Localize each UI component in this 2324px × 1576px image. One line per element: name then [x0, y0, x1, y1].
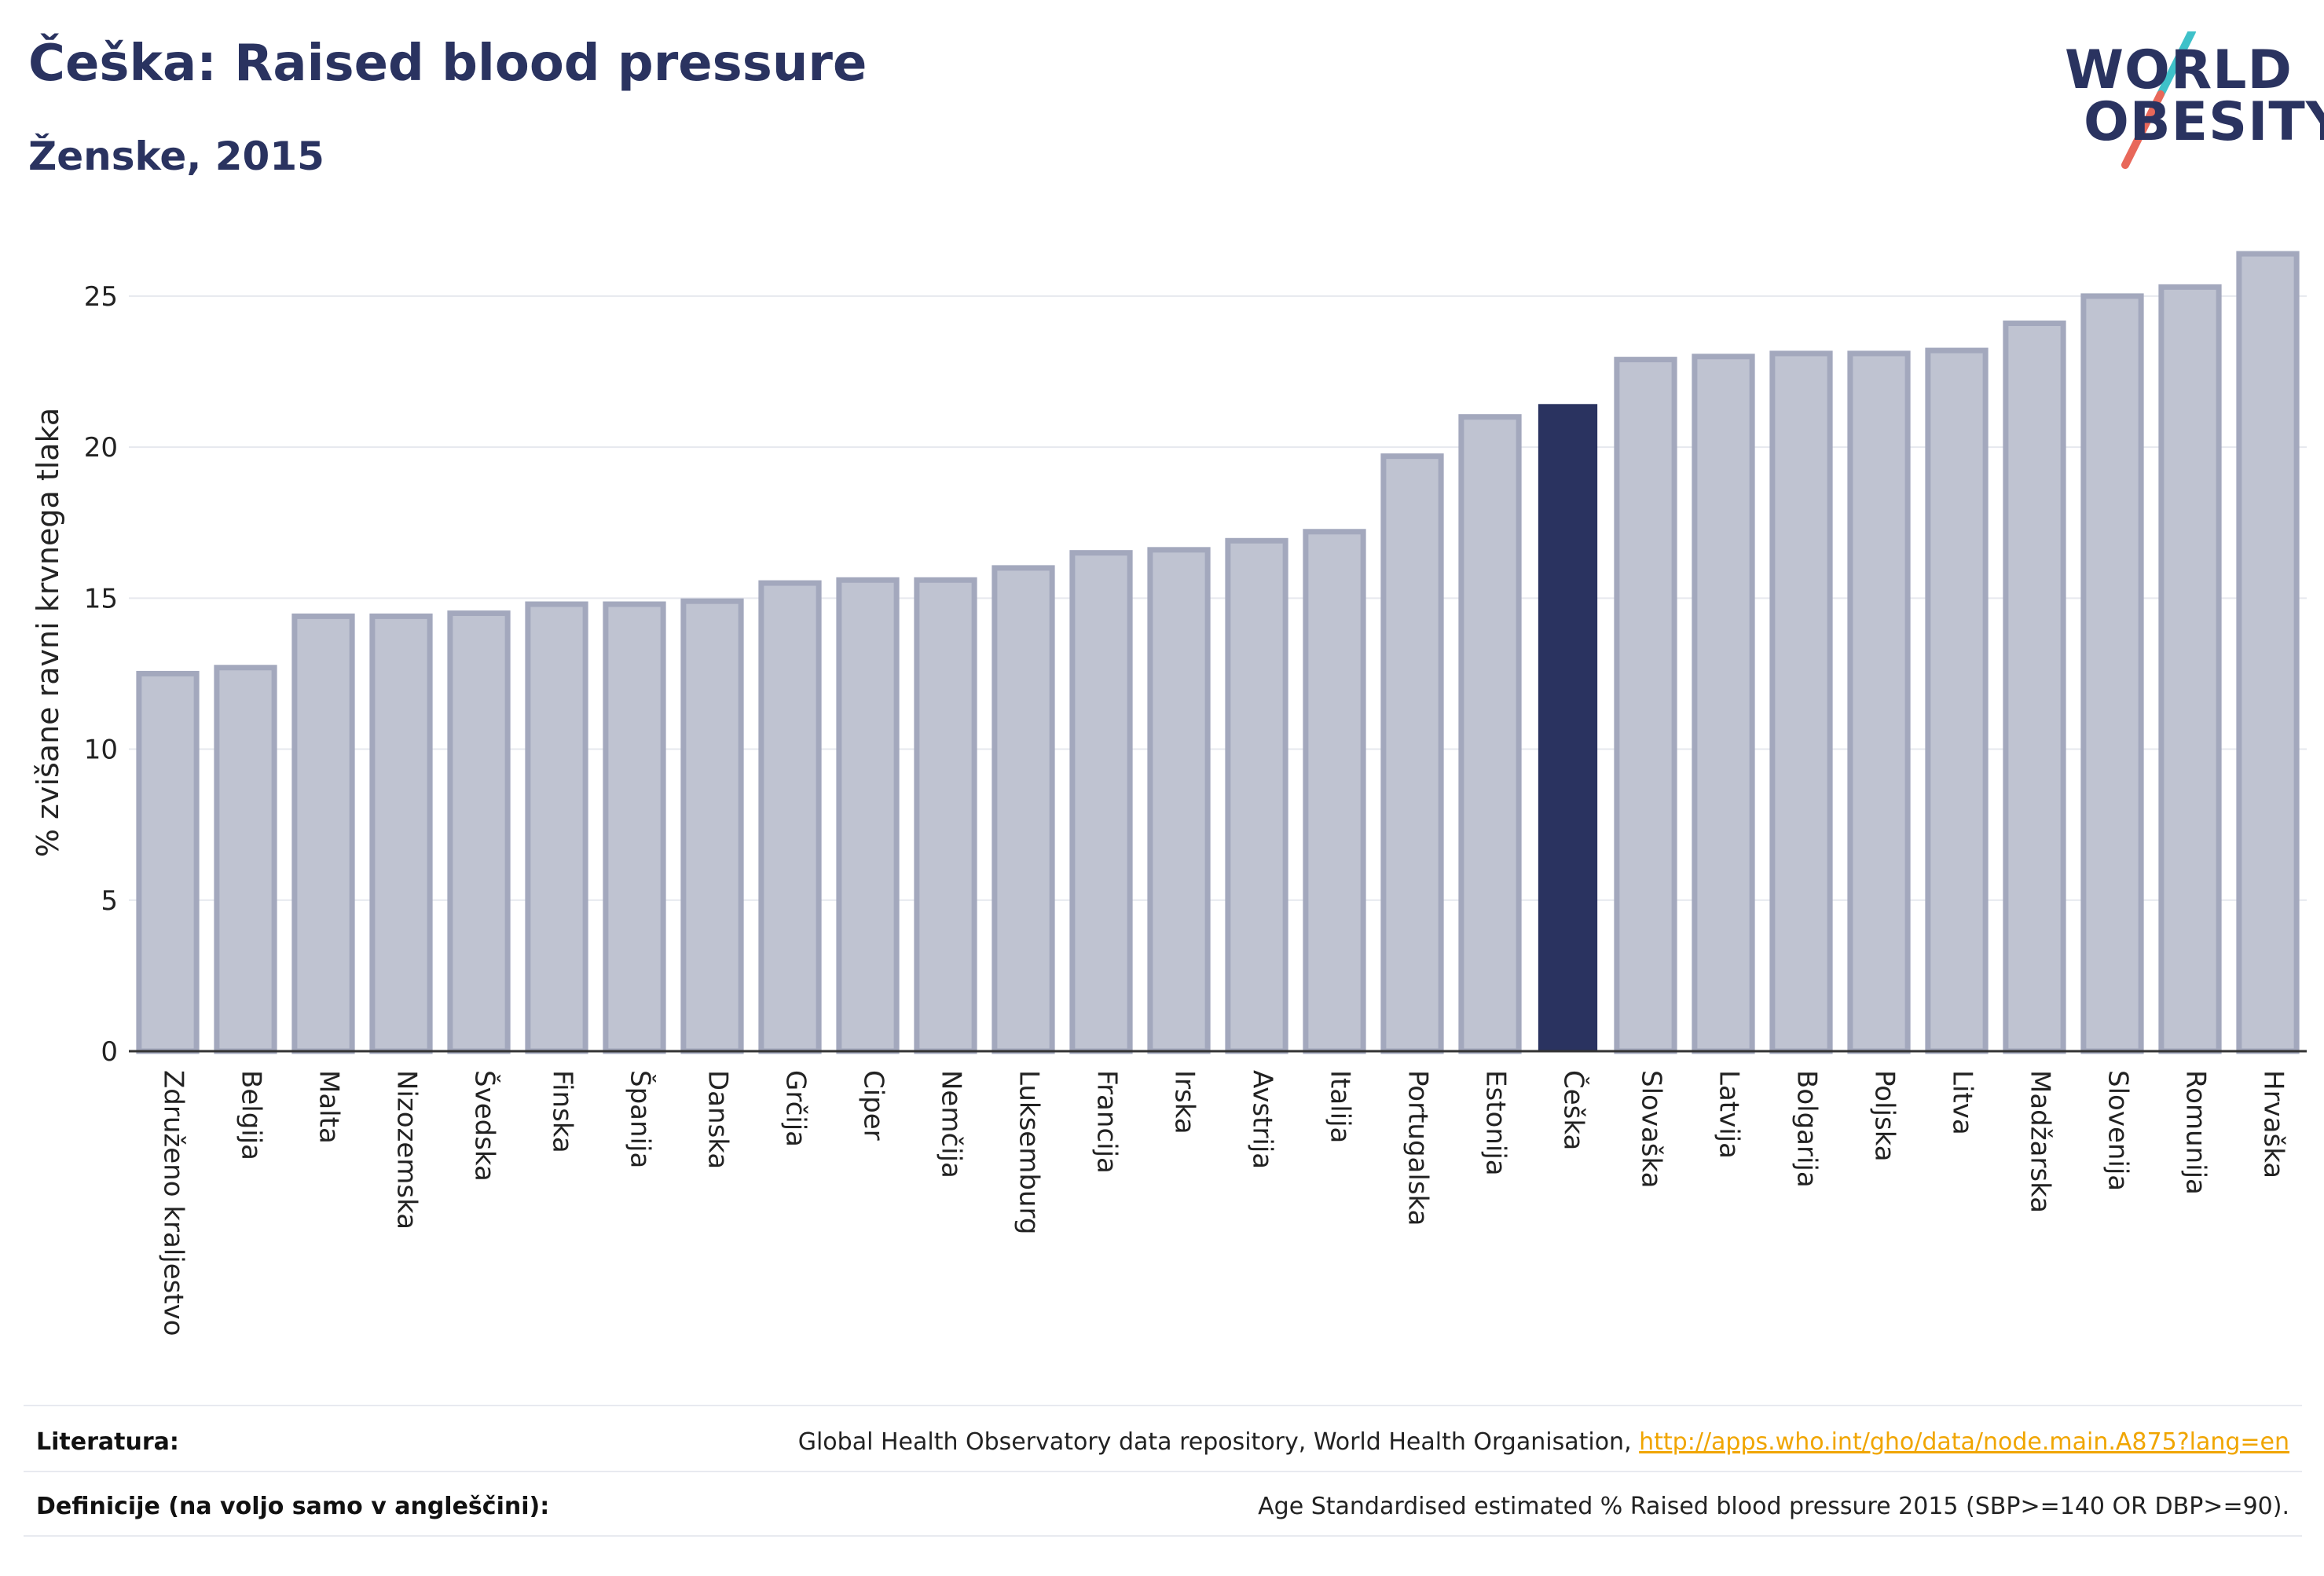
logo-line-world: WORLD: [2065, 39, 2293, 101]
x-tick-label: Ciper: [858, 1070, 889, 1141]
x-tick-label: Romunija: [2180, 1070, 2212, 1195]
x-tick-label: Grčija: [780, 1070, 812, 1147]
bar: [447, 610, 511, 1054]
x-tick-label: Litva: [1947, 1070, 1978, 1135]
bar: [836, 577, 900, 1054]
x-tick-label: Poljska: [1869, 1070, 1901, 1162]
x-tick-label: Portugalska: [1402, 1070, 1434, 1226]
literatura-link[interactable]: http://apps.who.int/gho/data/node.main.A…: [1639, 1428, 2289, 1456]
bar: [1614, 357, 1677, 1054]
bar: [1847, 350, 1911, 1054]
literatura-value: Global Health Observatory data repositor…: [798, 1428, 2289, 1456]
y-tick-label: 20: [84, 432, 118, 464]
x-tick-label: Bolgarija: [1791, 1070, 1823, 1188]
y-tick-label: 25: [84, 281, 118, 313]
bar: [369, 613, 433, 1054]
bar: [2080, 293, 2144, 1054]
x-tick-label: Združeno kraljestvo: [158, 1070, 189, 1336]
literatura-label: Literatura:: [36, 1428, 179, 1456]
y-tick-label: 5: [101, 885, 118, 917]
x-tick-label: Nizozemska: [391, 1070, 423, 1230]
x-tick-label: Švedska: [469, 1070, 501, 1182]
bar: [136, 670, 200, 1054]
footer-divider-bottom: [24, 1535, 2302, 1537]
bar-chart: 0 5 10 15 20 25 Združeno kraljestvo Belgija Malt…: [31, 251, 2307, 1336]
x-tick-label: Madžarska: [2025, 1070, 2056, 1213]
y-axis-label: % zvišane ravni krvnega tlaka: [31, 408, 65, 857]
bar: [992, 565, 1055, 1054]
x-tick-label: Nemčija: [936, 1070, 967, 1178]
x-tick-label: Luksemburg: [1014, 1070, 1045, 1234]
chart-title: Češka: Raised blood pressure: [28, 35, 867, 93]
bar: [2003, 320, 2066, 1054]
x-tick-label: Finska: [547, 1070, 578, 1153]
bar: [1303, 529, 1366, 1054]
bar: [1769, 350, 1833, 1054]
x-tick-label: Češka: [1558, 1070, 1590, 1150]
bar: [1925, 347, 1989, 1054]
chart-subtitle: Ženske, 2015: [28, 134, 324, 179]
x-tick-label: Irska: [1169, 1070, 1200, 1134]
x-tick-label: Italija: [1325, 1070, 1356, 1143]
x-tick-label: Malta: [313, 1070, 345, 1144]
x-tick-label: Danska: [702, 1070, 734, 1169]
bar: [914, 577, 977, 1054]
x-tick-label: Estonija: [1480, 1070, 1512, 1176]
bar: [1225, 537, 1288, 1054]
bar: [680, 598, 744, 1054]
world-obesity-logo: WORLD OBESITY: [2043, 31, 2324, 173]
x-tick-label: Avstrija: [1247, 1070, 1278, 1169]
bar: [1692, 354, 1755, 1054]
bar: [291, 613, 355, 1054]
x-tick-label: Belgija: [236, 1070, 267, 1160]
bar: [525, 601, 588, 1054]
tick-labels: 0 5 10 15 20 25 Združeno kraljestvo Belgija Malt…: [84, 281, 2289, 1336]
bar: [2236, 251, 2300, 1054]
bars: [136, 251, 2300, 1054]
logo-slash-icon: [2121, 31, 2196, 169]
literatura-text: Global Health Observatory data repositor…: [797, 1428, 1640, 1456]
footer-divider-mid: [24, 1471, 2302, 1472]
x-tick-label: Slovaška: [1636, 1070, 1667, 1188]
x-tick-label: Slovenija: [2102, 1070, 2134, 1191]
y-tick-label: 0: [101, 1036, 118, 1068]
bar: [214, 665, 277, 1054]
definicije-label: Definicije (na voljo samo v angleščini):: [36, 1493, 550, 1520]
y-tick-label: 15: [84, 583, 118, 614]
bar: [2158, 284, 2222, 1054]
footer-divider-top: [24, 1405, 2302, 1406]
definicije-value: Age Standardised estimated % Raised bloo…: [1258, 1493, 2289, 1520]
bar: [1069, 550, 1133, 1054]
bar: [1380, 453, 1444, 1054]
y-tick-label: 10: [84, 735, 118, 766]
x-tick-label: Španija: [625, 1070, 657, 1168]
x-tick-label: Hrvaška: [2258, 1070, 2289, 1178]
bar: [603, 601, 666, 1054]
bar: [1538, 404, 1598, 1052]
bar: [758, 580, 822, 1054]
x-tick-label: Latvija: [1714, 1070, 1745, 1159]
x-tick-label: Francija: [1091, 1070, 1123, 1174]
bar: [1458, 414, 1522, 1054]
bar: [1147, 547, 1211, 1054]
logo-line-obesity: OBESITY: [2084, 91, 2324, 153]
